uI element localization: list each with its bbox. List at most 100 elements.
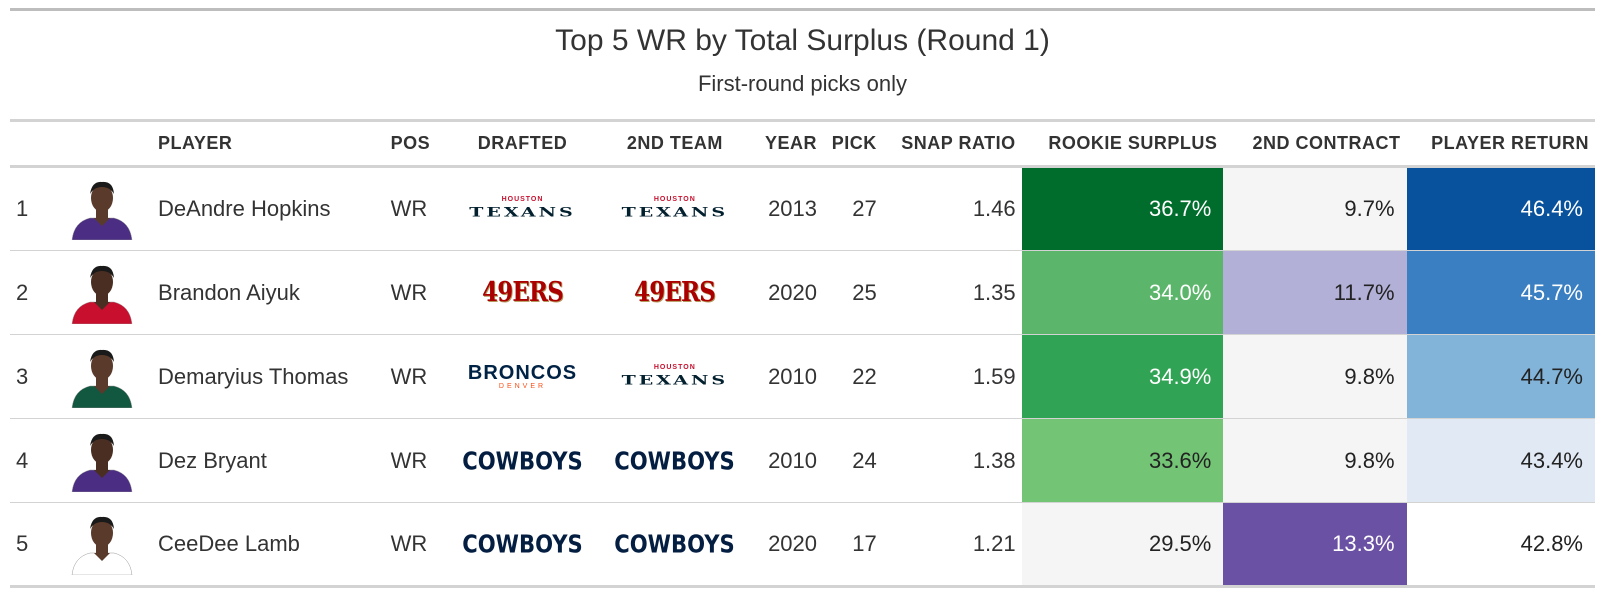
- texans-logo-houston-text: HOUSTON: [653, 196, 696, 203]
- player-headshot-icon: [71, 265, 132, 324]
- texans-logo-text: TEXANS: [469, 204, 576, 220]
- headshot-cell: [51, 335, 152, 419]
- drafted-team-cell: COWBOYS: [446, 503, 598, 587]
- rookie-surplus-cell: 33.6%: [1021, 418, 1224, 503]
- player-headshot-icon: [71, 181, 132, 240]
- summary-table-container: Top 5 WR by Total Surplus (Round 1) Firs…: [10, 8, 1595, 588]
- drafted-texans-logo: HOUSTON TEXANS: [469, 196, 576, 222]
- rookie-surplus-cell: 34.9%: [1021, 334, 1224, 419]
- pos-cell: WR: [390, 363, 428, 389]
- col-header-player-return: PLAYER RETURN: [1431, 133, 1589, 153]
- header-row: PLAYER POS DRAFTED 2ND TEAM YEAR PICK SN…: [10, 121, 1595, 167]
- rank-cell: 2: [16, 279, 29, 305]
- player-headshot-icon: [71, 349, 132, 408]
- player-return-cell: 43.4%: [1406, 418, 1595, 503]
- pick-cell: 17: [852, 531, 877, 556]
- snap-ratio-cell: 1.38: [972, 447, 1016, 473]
- rank-cell: 5: [16, 531, 29, 556]
- player-return-cell: 45.7%: [1406, 250, 1595, 335]
- snap-ratio-cell: 1.59: [972, 363, 1016, 389]
- year-cell: 2013: [768, 196, 818, 221]
- second-team-49ers-logo: 49ERS: [634, 277, 716, 308]
- second-team-cowboys-logo: COWBOYS: [614, 529, 736, 559]
- col-header-snap-ratio: SNAP RATIO: [901, 133, 1016, 153]
- col-header-pick: PICK: [831, 133, 877, 153]
- snap-ratio-cell: 1.46: [972, 196, 1016, 221]
- second-team-cowboys-logo: COWBOYS: [614, 445, 736, 476]
- player-name-cell: Demaryius Thomas: [158, 363, 349, 389]
- headshot-cell: [51, 251, 152, 335]
- pick-cell: 24: [852, 447, 877, 473]
- player-name-cell: CeeDee Lamb: [158, 531, 300, 556]
- year-cell: 2020: [768, 531, 818, 556]
- second-team-cell: 49ERS: [599, 251, 751, 335]
- year-cell: 2020: [768, 279, 818, 305]
- table-row: 1 DeAndre Hopkins WR HOUSTON TEXANS HOUSTON TE…: [10, 166, 1595, 251]
- second-team-cell: HOUSTON TEXANS: [599, 335, 751, 419]
- drafted-team-cell: BRONCOS DENVER: [446, 335, 598, 419]
- second-team-cell: COWBOYS: [599, 503, 751, 587]
- drafted-team-cell: HOUSTON TEXANS: [446, 167, 598, 251]
- second-contract-cell: 9.7%: [1223, 166, 1407, 251]
- col-header-year: YEAR: [765, 133, 818, 153]
- table-title: Top 5 WR by Total Surplus (Round 1): [555, 24, 1050, 57]
- second-contract-cell: 11.7%: [1223, 250, 1407, 335]
- col-header-rookie-surplus: ROOKIE SURPLUS: [1048, 133, 1218, 153]
- table-row: 4 Dez Bryant WR COWBOYS COWBOYS 2010 24 1.38 33.…: [10, 418, 1595, 503]
- table-row: 5 CeeDee Lamb WR COWBOYS COWBOYS 2020 17 1.21 29…: [10, 502, 1595, 587]
- texans-logo-houston-text: HOUSTON: [501, 196, 544, 203]
- col-header-drafted: DRAFTED: [477, 133, 568, 153]
- drafted-cowboys-logo: COWBOYS: [462, 529, 583, 559]
- broncos-logo-text: BRONCOS: [467, 362, 578, 384]
- broncos-logo-denver-text: DENVER: [498, 383, 547, 390]
- rank-cell: 4: [16, 447, 29, 473]
- rank-cell: 1: [16, 196, 29, 221]
- table-subtitle: First-round picks only: [697, 71, 908, 96]
- player-name-cell: Brandon Aiyuk: [158, 279, 300, 305]
- table-row: 2 Brandon Aiyuk WR 49ERS 49ERS 2020 25 1.35 34.0…: [10, 250, 1595, 335]
- headshot-cell: [51, 503, 152, 587]
- drafted-49ers-logo: 49ERS: [482, 277, 564, 308]
- pick-cell: 22: [852, 363, 877, 389]
- player-return-cell: 46.4%: [1406, 166, 1595, 251]
- col-header-second-contract: 2ND CONTRACT: [1252, 133, 1401, 153]
- texans-logo-text: TEXANS: [621, 371, 729, 388]
- snap-ratio-cell: 1.21: [972, 531, 1016, 556]
- top-rule: [10, 8, 1595, 11]
- col-header-pos: POS: [390, 133, 431, 153]
- texans-logo-text: TEXANS: [621, 204, 729, 220]
- second-contract-cell: 9.8%: [1223, 334, 1407, 419]
- pick-cell: 27: [852, 196, 877, 221]
- headshot-cell: [51, 167, 152, 251]
- rank-cell: 3: [16, 363, 29, 389]
- pos-cell: WR: [390, 196, 428, 221]
- surplus-table: PLAYER POS DRAFTED 2ND TEAM YEAR PICK SN…: [10, 119, 1595, 588]
- table-row: 3 Demaryius Thomas WR BRONCOS DENVER HOUSTON T…: [10, 334, 1595, 419]
- col-header-headshot: [51, 121, 152, 167]
- player-return-cell: 44.7%: [1406, 334, 1595, 419]
- texans-logo-houston-text: HOUSTON: [653, 363, 696, 371]
- player-return-cell: 42.8%: [1406, 502, 1595, 587]
- rookie-surplus-cell: 29.5%: [1021, 502, 1224, 587]
- second-team-cell: COWBOYS: [599, 419, 751, 503]
- drafted-cowboys-logo: COWBOYS: [462, 445, 583, 476]
- second-team-texans-logo: HOUSTON TEXANS: [622, 196, 729, 222]
- headshot-cell: [51, 419, 152, 503]
- pos-cell: WR: [390, 447, 428, 473]
- pos-cell: WR: [390, 279, 428, 305]
- second-contract-cell: 13.3%: [1223, 502, 1407, 587]
- pick-cell: 25: [852, 279, 877, 305]
- pos-cell: WR: [390, 531, 428, 556]
- player-name-cell: DeAndre Hopkins: [158, 196, 331, 221]
- col-header-rank: [10, 121, 51, 167]
- year-cell: 2010: [768, 447, 818, 473]
- player-headshot-icon: [71, 516, 132, 575]
- drafted-broncos-logo: BRONCOS DENVER: [468, 363, 577, 390]
- player-name-cell: Dez Bryant: [158, 447, 267, 473]
- table-body: 1 DeAndre Hopkins WR HOUSTON TEXANS HOUSTON TE…: [10, 166, 1595, 587]
- rookie-surplus-cell: 36.7%: [1021, 166, 1224, 251]
- drafted-team-cell: COWBOYS: [446, 419, 598, 503]
- snap-ratio-cell: 1.35: [972, 279, 1016, 305]
- year-cell: 2010: [768, 363, 818, 389]
- second-team-cell: HOUSTON TEXANS: [599, 167, 751, 251]
